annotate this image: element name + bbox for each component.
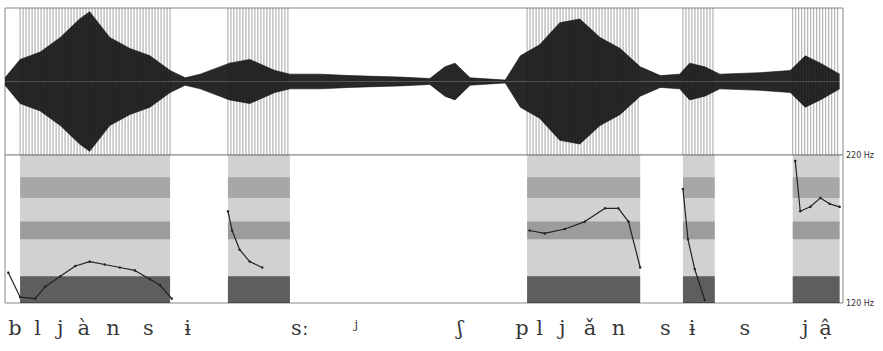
svg-text:n: n (612, 316, 626, 340)
svg-text:s: s (740, 316, 751, 340)
svg-text:à: à (78, 316, 91, 340)
svg-text:s: s (143, 316, 154, 340)
svg-text:ɨ: ɨ (689, 316, 696, 340)
svg-text:ʃ: ʃ (454, 316, 464, 340)
svg-text:p: p (515, 316, 528, 340)
svg-text:sː: sː (291, 316, 309, 340)
svg-text:l: l (34, 316, 41, 340)
svg-text:b: b (8, 316, 21, 340)
svg-text:s: s (660, 316, 671, 340)
svg-text:l: l (536, 316, 543, 340)
svg-text:ậ: ậ (819, 316, 832, 340)
svg-text:120 Hz: 120 Hz (846, 299, 874, 308)
svg-text:ɨ: ɨ (184, 316, 191, 340)
svg-text:j: j (54, 316, 64, 340)
svg-text:220 Hz: 220 Hz (846, 151, 874, 160)
svg-text:j: j (799, 316, 809, 340)
svg-text:n: n (106, 316, 120, 340)
svg-text:j: j (556, 316, 566, 340)
svg-text:ǎ: ǎ (584, 316, 597, 340)
svg-text:ʲ: ʲ (353, 316, 359, 340)
